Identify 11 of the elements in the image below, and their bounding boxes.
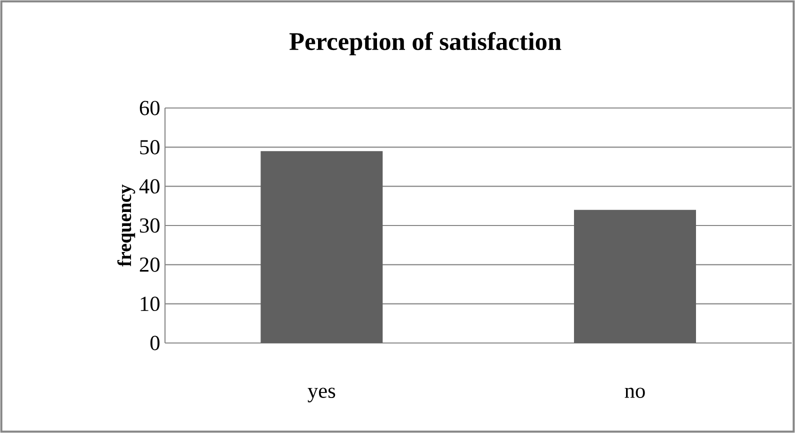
y-axis-title: frequency bbox=[117, 184, 136, 267]
y-tick-label: 30 bbox=[140, 218, 160, 233]
y-tick-label: 50 bbox=[140, 140, 160, 154]
y-tick-label: 0 bbox=[150, 336, 160, 350]
chart-title: Perception of satisfaction bbox=[290, 32, 562, 56]
y-tick-label: 10 bbox=[140, 296, 160, 312]
y-tick-label: 40 bbox=[139, 179, 160, 194]
x-tick-label: no bbox=[624, 388, 645, 398]
x-tick-label: yes bbox=[308, 388, 336, 402]
y-tick-label: 20 bbox=[140, 257, 160, 272]
y-tick-label: 60 bbox=[140, 100, 160, 116]
